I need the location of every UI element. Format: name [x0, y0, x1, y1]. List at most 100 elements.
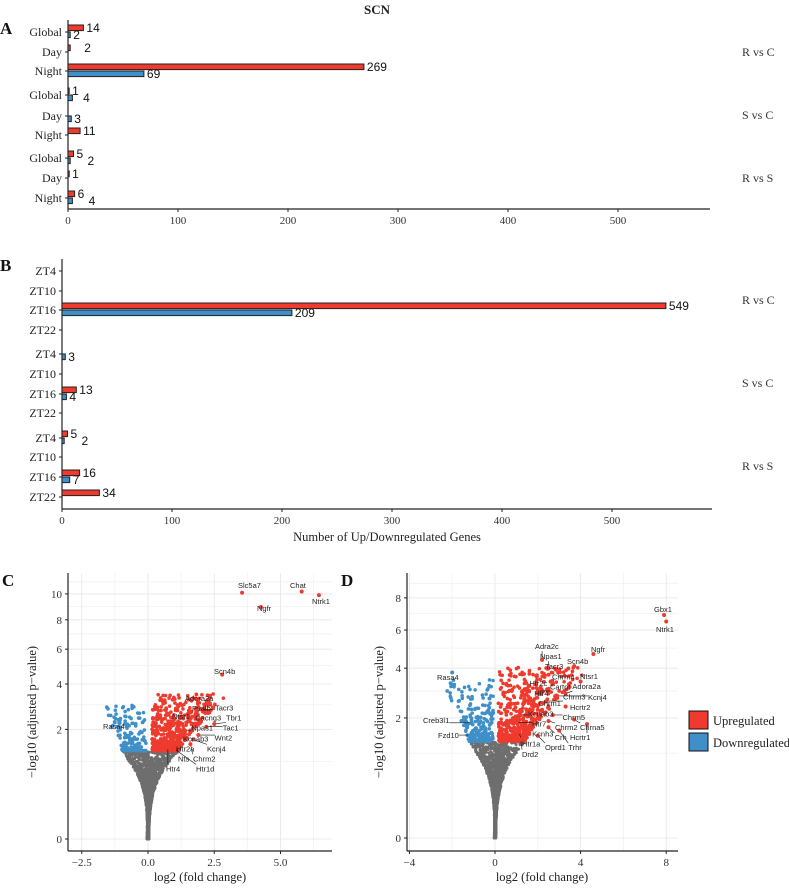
- volcano-point-ns: [149, 786, 153, 790]
- volcano-point-ns: [149, 770, 153, 774]
- gene-label: Tbr1: [226, 713, 241, 722]
- volcano-point-up: [173, 701, 177, 705]
- volcano-point-down: [138, 729, 143, 734]
- volcano-point-ns: [154, 767, 158, 771]
- volcano-point-down: [118, 725, 123, 729]
- volcano-point-up: [151, 716, 155, 720]
- gene-label: Rasa4: [103, 722, 125, 731]
- gene-point: [299, 589, 304, 594]
- volcano-point-down: [122, 746, 126, 750]
- gene-label: Tacr3: [215, 703, 233, 712]
- volcano-point-ns: [141, 763, 145, 767]
- down-bar-value-label: 2: [82, 434, 89, 448]
- volcano-point-up: [208, 693, 212, 698]
- volcano-point-up: [170, 697, 175, 702]
- gene-point: [175, 743, 180, 748]
- x-tick-label: 100: [170, 215, 187, 227]
- gene-point: [258, 605, 263, 610]
- x-tick-label: 200: [274, 515, 291, 527]
- up-bar-value-label: 269: [367, 60, 387, 74]
- category-label: Night: [35, 191, 63, 205]
- x-tick-label: 0: [492, 857, 498, 869]
- down-bar: [61, 309, 293, 317]
- gene-point: [172, 716, 177, 721]
- volcano-point-up: [153, 720, 157, 725]
- gene-label: Slc5a7: [238, 581, 261, 590]
- down-bar-value-label: 7: [73, 473, 80, 487]
- volcano-point-up: [189, 709, 194, 714]
- volcano-point-ns: [129, 760, 133, 764]
- volcano-point-up: [161, 702, 165, 706]
- gene-point: [212, 722, 217, 727]
- volcano-point-ns: [151, 774, 155, 778]
- volcano-point-ns: [133, 756, 137, 760]
- category-label: ZT10: [29, 367, 56, 381]
- gene-label: Chrm2: [193, 754, 216, 763]
- down-bar: [61, 437, 65, 445]
- volcano-point-down: [141, 710, 146, 715]
- gene-point: [169, 738, 174, 743]
- category-label: ZT10: [29, 450, 56, 464]
- category-label: ZT10: [29, 284, 56, 298]
- volcano-point-up: [186, 697, 191, 702]
- volcano-point-down: [122, 735, 127, 740]
- y-tick-label: 6: [396, 625, 402, 637]
- group-label: R vs S: [742, 459, 773, 473]
- category-label: ZT22: [29, 323, 56, 337]
- volcano-point-ns: [143, 784, 147, 788]
- volcano-point-ns: [148, 804, 152, 808]
- volcano-point-up: [169, 715, 173, 720]
- volcano-point-ns: [148, 796, 152, 800]
- volcano-point-down: [125, 733, 129, 738]
- gene-points: [124, 589, 321, 751]
- gene-label: Npas1: [191, 724, 213, 733]
- volcano-point-down: [134, 721, 138, 726]
- up-bar: [61, 430, 68, 438]
- volcano-point-down: [135, 711, 140, 715]
- volcano-point-ns: [154, 763, 158, 767]
- volcano-point-up: [178, 701, 183, 706]
- y-tick-label: 0: [396, 833, 402, 845]
- volcano-point-down: [106, 713, 111, 718]
- up-bar-value-label: 13: [79, 383, 93, 397]
- volcano-point-up: [187, 732, 191, 737]
- volcano-point-ns: [136, 752, 140, 756]
- x-tick-label: 500: [610, 215, 627, 227]
- volcano-point-down: [123, 731, 127, 736]
- up-bar: [61, 469, 81, 477]
- volcano-point-down: [130, 706, 134, 711]
- volcano-point-down: [106, 707, 110, 711]
- volcano-point-up: [150, 746, 155, 750]
- volcano-point-ns: [145, 787, 149, 791]
- y-tick-label: 4: [57, 679, 63, 691]
- volcano-point-ns: [152, 761, 156, 765]
- panel-c-volcano-plot: log2 (fold change) −log10 (adjusted p−va…: [25, 573, 332, 884]
- volcano-point-up: [161, 732, 166, 736]
- volcano-point-up: [167, 704, 172, 708]
- y-tick-label: 8: [396, 593, 402, 605]
- x-tick-label: 300: [384, 515, 401, 527]
- volcano-point-ns: [164, 759, 168, 763]
- panel-label-d: D: [341, 571, 353, 590]
- volcano-point-up: [183, 732, 188, 736]
- gene-point: [204, 724, 209, 729]
- volcano-point-up: [193, 715, 198, 720]
- volcano-point-ns: [144, 758, 148, 762]
- volcano-point-ns: [143, 770, 147, 774]
- volcano-point-down: [123, 719, 127, 723]
- volcano-point-ns: [150, 782, 154, 786]
- down-bar-value-label: 4: [89, 194, 96, 208]
- volcano-point-down: [122, 748, 126, 753]
- volcano-point-ns: [148, 776, 152, 780]
- group-label: R vs C: [742, 45, 775, 59]
- volcano-point-ns: [158, 769, 162, 773]
- volcano-point-ns: [148, 807, 152, 811]
- up-bar: [67, 127, 81, 135]
- volcano-point-ns: [146, 784, 150, 788]
- volcano-point-ns: [154, 759, 158, 763]
- volcano-point-ns: [167, 751, 171, 755]
- volcano-point-up: [197, 696, 202, 701]
- volcano-point-ns: [167, 758, 171, 762]
- x-tick-label: 200: [280, 215, 297, 227]
- volcano-point-up: [159, 728, 164, 732]
